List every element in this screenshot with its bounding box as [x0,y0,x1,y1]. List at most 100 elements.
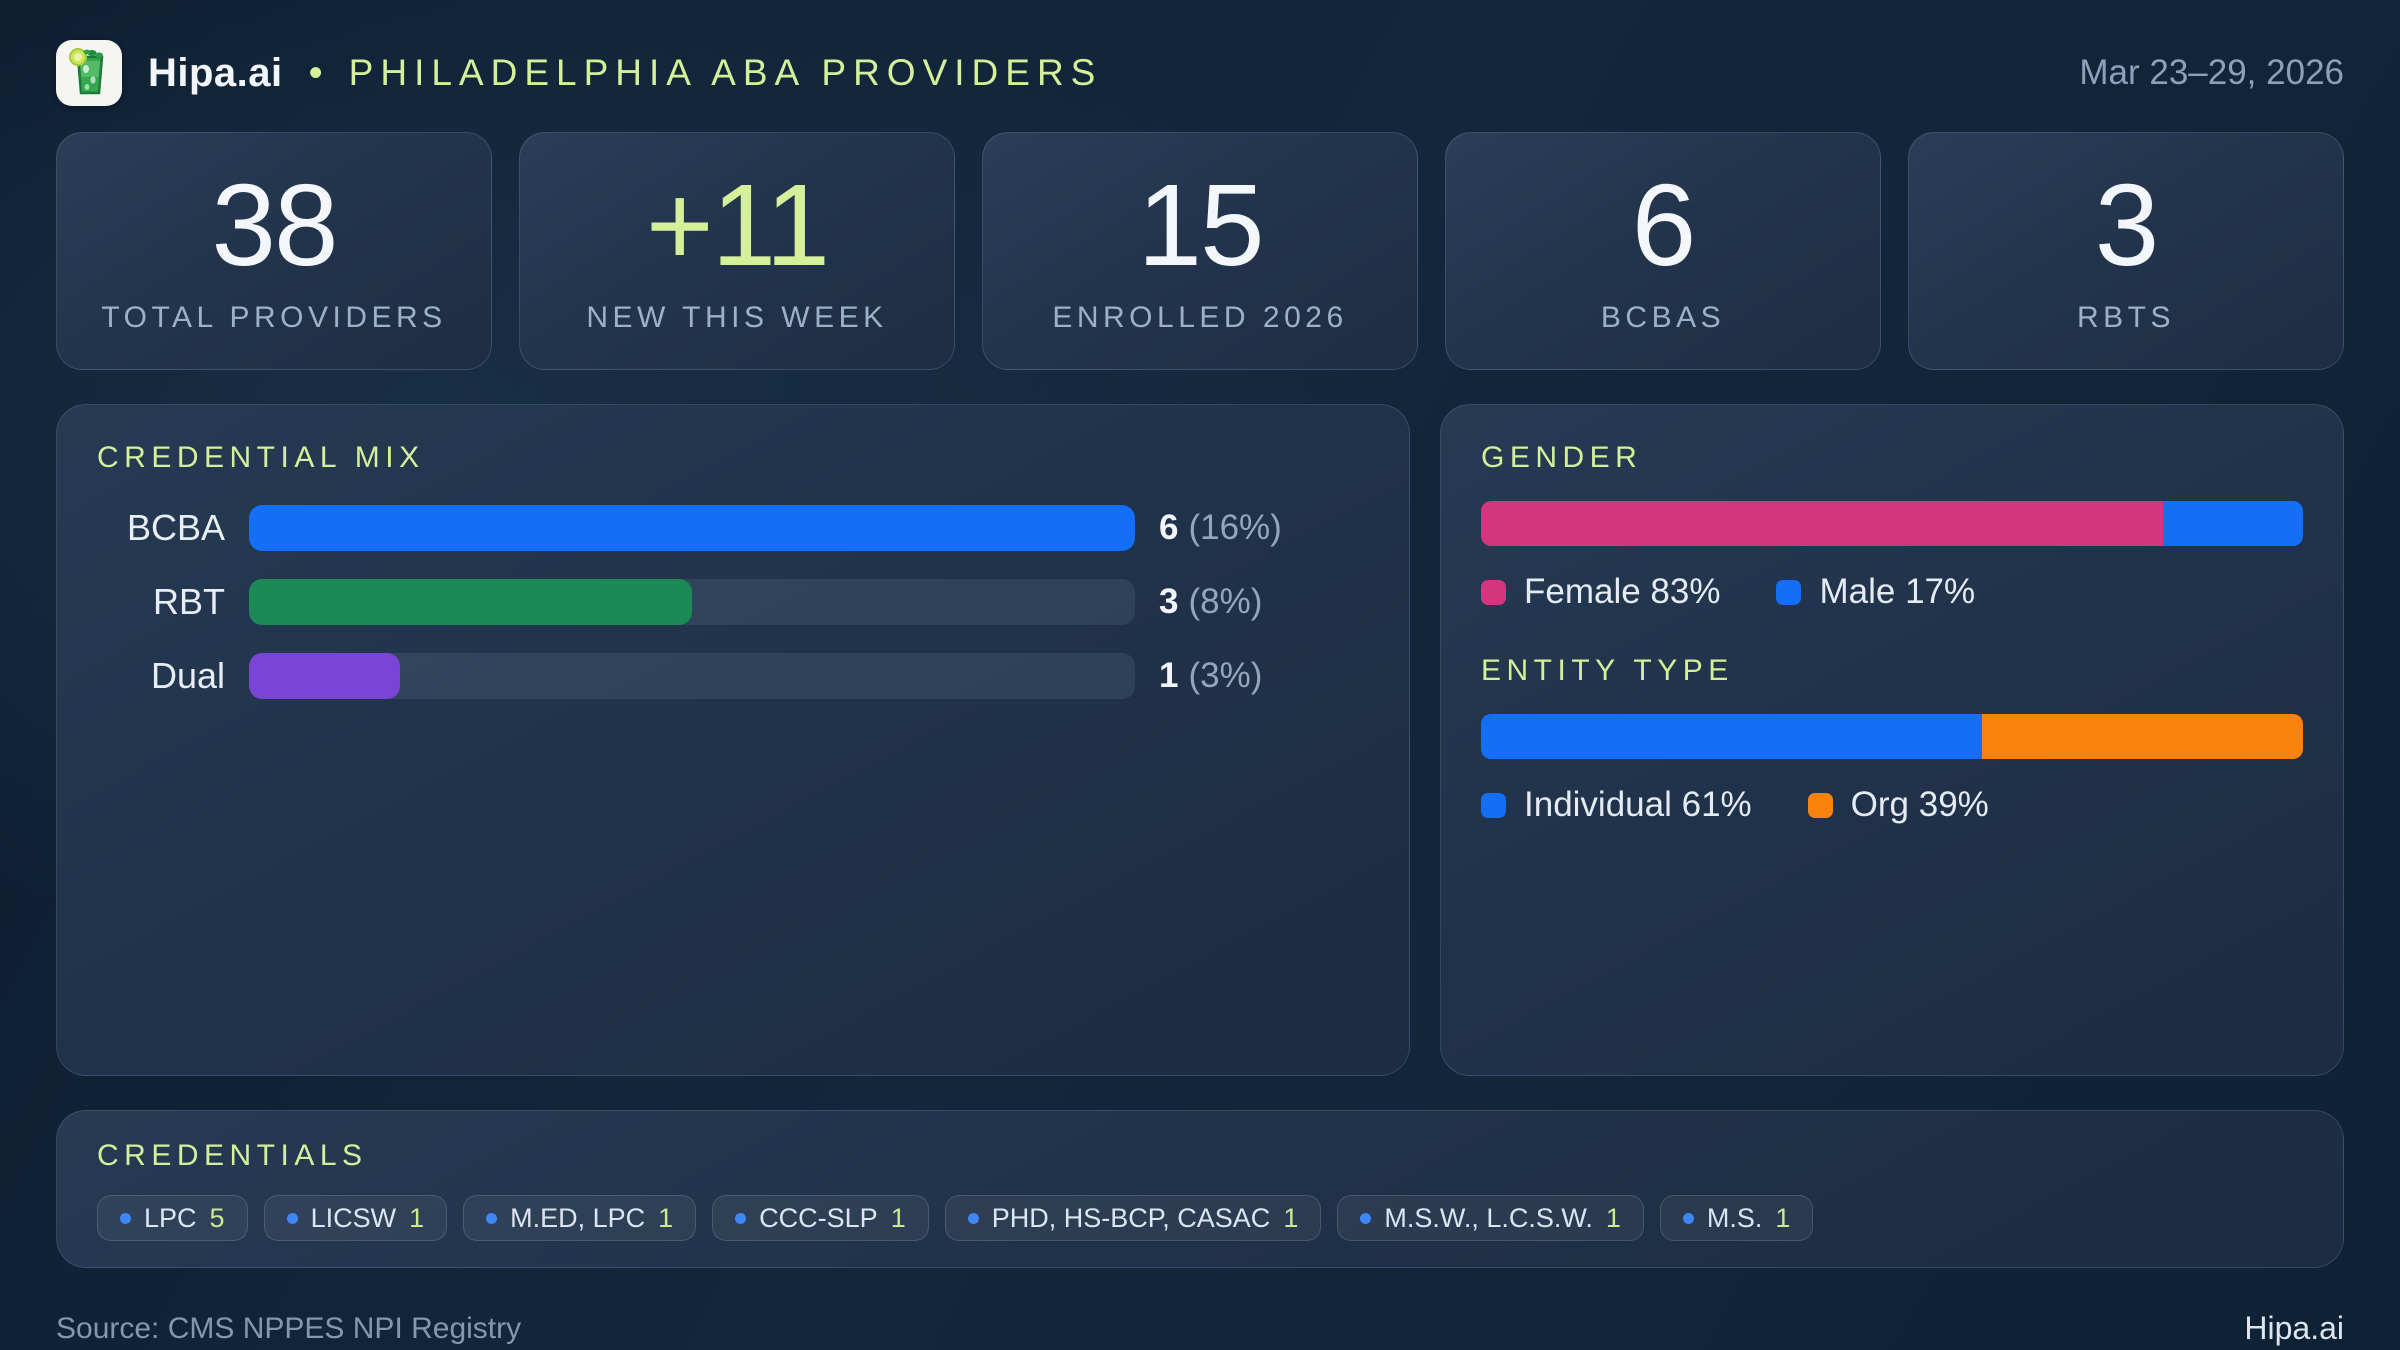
credential-mix-title: CREDENTIAL MIX [97,441,425,474]
bar-row-bcba: BCBA 6 (16%) [97,505,1369,551]
chip-dot-icon [1360,1212,1372,1224]
source-text: Source: CMS NPPES NPI Registry [56,1311,522,1345]
bar-label: BCBA [126,507,225,548]
chip-dot-icon [967,1212,979,1224]
stat-value: 15 [1137,160,1264,290]
chip-label: M.ED, LPC [510,1202,646,1233]
panel-demographics: GENDER Female 83% Male 17% ENTITY TYPE [1440,404,2344,1076]
stat-value: 38 [211,160,338,290]
header: Hipa.ai • PHILADELPHIA ABA PROVIDERS Mar… [56,38,2344,108]
chip-dot-icon [1682,1212,1694,1224]
bar-fill-bcba [249,505,1135,551]
mojito-glass-icon [69,48,104,95]
chip-count: 1 [1775,1202,1791,1233]
bar-value: 3 (8%) [1159,582,1369,622]
credential-chip: M.ED, LPC 1 [463,1195,697,1241]
dashboard-title: PHILADELPHIA ABA PROVIDERS [348,52,1103,93]
bar-fill-rbt [249,579,692,625]
bar-percent: (16%) [1188,508,1282,547]
footer: Source: CMS NPPES NPI Registry Hipa.ai [56,1310,2344,1347]
stat-value: 3 [2094,160,2160,290]
credential-mix-chart: BCBA 6 (16%) RBT 3 (8%) [97,505,1369,699]
bar-count: 3 [1159,582,1179,621]
bar-count: 1 [1159,656,1179,695]
chip-count: 1 [658,1202,674,1233]
credential-chip: PHD, HS-BCP, CASAC 1 [944,1195,1322,1241]
entity-segment-org [1982,714,2303,759]
chip-count: 5 [209,1202,225,1233]
stat-label: BCBAS [1600,301,1726,334]
chip-count: 1 [890,1202,906,1233]
stat-label: ENROLLED 2026 [1052,301,1348,334]
stat-card-new-this-week: +11 NEW THIS WEEK [519,132,955,370]
legend-label: Female 83% [1524,572,1721,611]
chip-count: 1 [1283,1202,1299,1233]
legend-item-org: Org 39% [1807,785,1989,825]
bar-value: 6 (16%) [1159,508,1369,548]
credential-chip: CCC-SLP 1 [712,1195,929,1241]
credential-chip: LICSW 1 [263,1195,448,1241]
bar-percent: (8%) [1188,582,1263,621]
chip-label: M.S.W., L.C.S.W. [1384,1202,1593,1233]
chip-label: CCC-SLP [759,1202,878,1233]
chip-dot-icon [120,1212,131,1224]
stat-label: RBTS [2076,301,2175,334]
stat-cards-row: 38 TOTAL PROVIDERS +11 NEW THIS WEEK 15 … [56,132,2344,370]
chip-count: 1 [1605,1202,1621,1233]
bar-row-rbt: RBT 3 (8%) [97,579,1369,625]
gender-title: GENDER [1481,441,1643,474]
bar-count: 6 [1159,508,1179,547]
stat-card-bcbas: 6 BCBAS [1445,132,1881,370]
entity-type-title: ENTITY TYPE [1481,654,1734,687]
chip-count: 1 [409,1202,425,1233]
chip-label: LICSW [310,1202,397,1233]
credential-chip: M.S.W., L.C.S.W. 1 [1337,1195,1644,1241]
entity-type-legend: Individual 61% Org 39% [1481,785,2303,825]
org-swatch-icon [1807,792,1833,818]
chip-label: M.S. [1706,1202,1763,1233]
header-separator-dot: • [308,50,323,95]
legend-item-individual: Individual 61% [1481,785,1752,825]
bar-label: RBT [153,581,225,622]
bar-track [249,653,1135,699]
legend-item-female: Female 83% [1481,572,1720,612]
legend-item-male: Male 17% [1776,572,1975,612]
gender-stacked-bar [1481,501,2303,546]
chip-label: LPC [144,1202,197,1233]
stat-card-enrolled-2026: 15 ENROLLED 2026 [982,132,1418,370]
credentials-title: CREDENTIALS [97,1139,368,1172]
stat-card-total-providers: 38 TOTAL PROVIDERS [56,132,492,370]
chip-dot-icon [286,1212,298,1224]
entity-segment-individual [1481,714,1983,759]
credential-chips: LPC 5 LICSW 1 M.ED, LPC 1 CCC-SLP 1 PHD,… [97,1195,2303,1241]
male-swatch-icon [1776,579,1802,605]
main-panels: CREDENTIAL MIX BCBA 6 (16%) RBT 3 [56,404,2344,1076]
footer-brand: Hipa.ai [2244,1310,2344,1346]
gender-segment-male [2163,501,2303,546]
panel-credential-mix: CREDENTIAL MIX BCBA 6 (16%) RBT 3 [56,404,1410,1076]
credential-chip: LPC 5 [97,1195,248,1241]
credential-chip: M.S. 1 [1659,1195,1814,1241]
bar-track [249,505,1135,551]
entity-type-stacked-bar [1481,714,2303,759]
stat-card-rbts: 3 RBTS [1908,132,2344,370]
stat-label: TOTAL PROVIDERS [101,301,447,334]
individual-swatch-icon [1481,792,1506,818]
brand-name: Hipa.ai [148,50,283,95]
chip-label: PHD, HS-BCP, CASAC [991,1202,1271,1233]
gender-segment-female [1481,501,2164,546]
brand-logo-icon [56,40,122,106]
stat-value: +11 [645,160,830,290]
panel-credentials: CREDENTIALS LPC 5 LICSW 1 M.ED, LPC 1 CC… [56,1110,2344,1268]
stat-label: NEW THIS WEEK [586,301,888,334]
chip-dot-icon [735,1212,747,1224]
bar-value: 1 (3%) [1159,656,1369,696]
stat-value: 6 [1631,160,1697,290]
gender-legend: Female 83% Male 17% [1481,572,2303,612]
legend-label: Org 39% [1850,785,1989,824]
chip-dot-icon [486,1212,498,1224]
bar-row-dual: Dual 1 (3%) [97,653,1369,699]
bar-track [249,579,1135,625]
legend-label: Individual 61% [1524,785,1752,824]
female-swatch-icon [1481,579,1506,605]
